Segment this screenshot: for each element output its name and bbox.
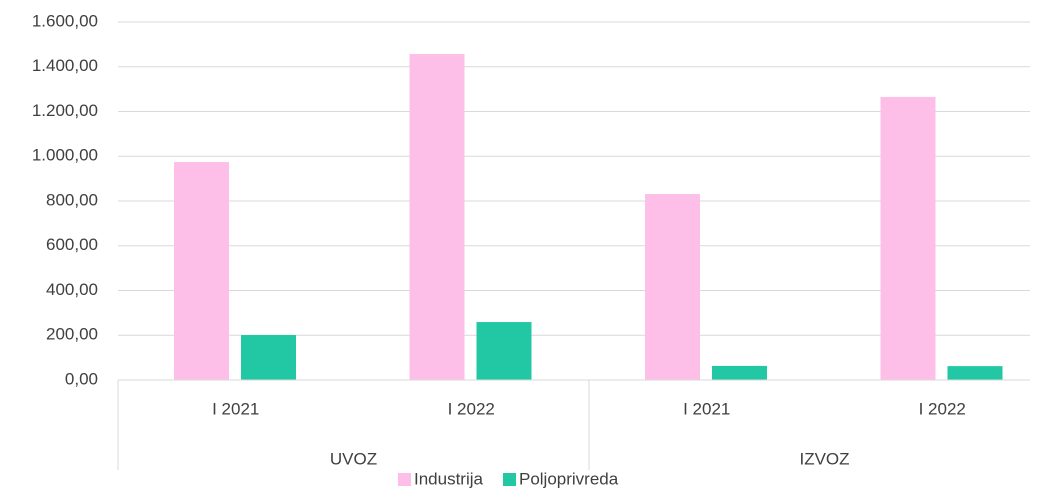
y-tick-label: 200,00 bbox=[46, 325, 98, 344]
y-tick-label: 1.200,00 bbox=[32, 101, 98, 120]
x-tick-label: I 2021 bbox=[212, 399, 259, 418]
legend-label: Poljoprivreda bbox=[519, 469, 619, 488]
y-tick-label: 1.400,00 bbox=[32, 56, 98, 75]
bar bbox=[241, 335, 296, 380]
x-tick-label: I 2022 bbox=[919, 399, 966, 418]
bar bbox=[409, 53, 465, 381]
group-label: UVOZ bbox=[330, 449, 377, 468]
legend-label: Industrija bbox=[414, 469, 484, 488]
bar bbox=[712, 365, 767, 380]
group-label: IZVOZ bbox=[799, 449, 849, 468]
legend-swatch bbox=[398, 473, 411, 486]
x-tick-label: I 2022 bbox=[448, 399, 495, 418]
bar bbox=[947, 366, 1003, 380]
y-tick-label: 800,00 bbox=[46, 190, 98, 209]
legend-swatch bbox=[502, 473, 516, 486]
y-tick-label: 0,00 bbox=[65, 369, 98, 388]
y-tick-label: 400,00 bbox=[46, 280, 98, 299]
bar bbox=[174, 162, 229, 380]
y-tick-label: 1.600,00 bbox=[32, 11, 98, 30]
y-tick-label: 600,00 bbox=[46, 235, 98, 254]
x-tick-label: I 2021 bbox=[683, 399, 730, 418]
bar bbox=[476, 322, 532, 380]
y-tick-label: 1.000,00 bbox=[32, 146, 98, 165]
bar bbox=[880, 96, 936, 381]
bar bbox=[645, 194, 700, 380]
